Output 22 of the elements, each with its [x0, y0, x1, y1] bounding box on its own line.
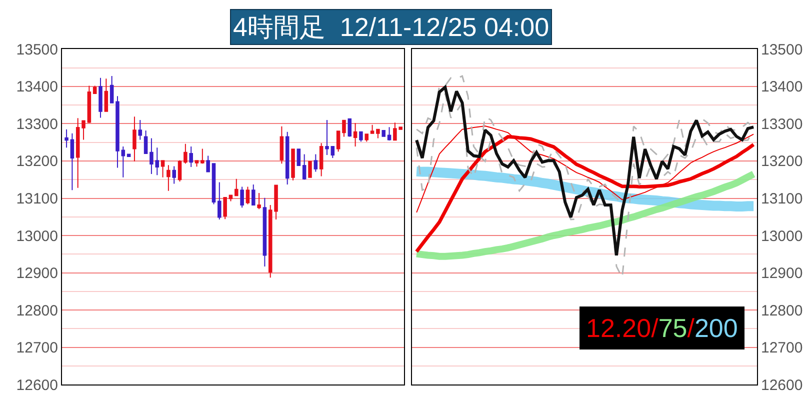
- annotation: 12.20/75/200: [586, 313, 738, 343]
- y-tick-label: 13500: [16, 41, 58, 58]
- y-tick-label: 12700: [16, 340, 58, 357]
- y-tick-label: 13200: [761, 153, 803, 170]
- y-tick-label: 12900: [16, 265, 58, 282]
- y-tick-label: 13400: [761, 78, 803, 96]
- y-tick-label: 13100: [761, 190, 803, 208]
- chart-title: 4時間足 12/11-12/25 04:00: [233, 12, 550, 42]
- y-tick-label: 12700: [761, 340, 803, 357]
- y-tick-label: 13200: [16, 153, 58, 170]
- y-tick-label: 12600: [16, 376, 58, 394]
- y-tick-label: 12800: [761, 302, 803, 320]
- y-tick-label: 13500: [761, 41, 803, 58]
- y-tick-label: 13300: [761, 116, 803, 133]
- y-tick-label: 13100: [16, 190, 58, 208]
- y-tick-label: 13000: [761, 228, 803, 245]
- y-tick-label: 12600: [761, 376, 803, 394]
- y-tick-label: 13300: [16, 116, 58, 133]
- y-tick-label: 13000: [16, 228, 58, 245]
- y-tick-label: 12900: [761, 265, 803, 282]
- y-tick-label: 13400: [16, 78, 58, 96]
- y-tick-label: 12800: [16, 302, 58, 320]
